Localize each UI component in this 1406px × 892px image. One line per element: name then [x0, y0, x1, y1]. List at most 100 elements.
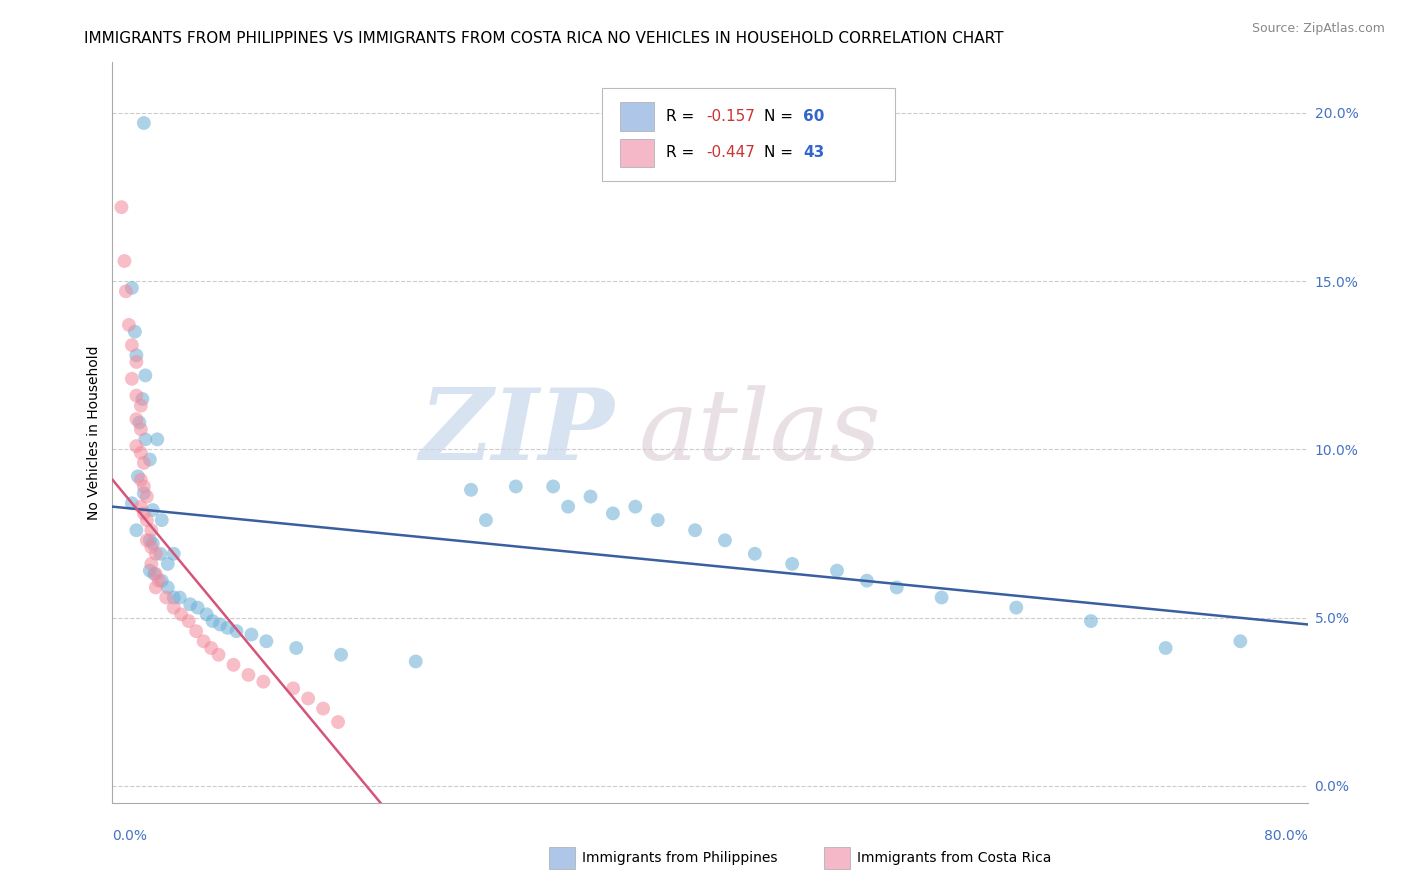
Point — [129, 399, 152, 413]
Point — [135, 490, 157, 504]
Point — [128, 416, 150, 430]
Point — [222, 657, 245, 672]
Point — [124, 325, 146, 339]
Point — [134, 368, 156, 383]
Point — [179, 597, 201, 611]
Point — [121, 496, 143, 510]
Point — [825, 564, 848, 578]
Point — [142, 536, 165, 550]
Point — [505, 479, 527, 493]
Text: -0.447: -0.447 — [706, 145, 755, 161]
Point — [195, 607, 218, 622]
Point — [326, 714, 349, 729]
Point — [163, 600, 186, 615]
Point — [129, 422, 152, 436]
Point — [149, 547, 172, 561]
Point — [125, 348, 148, 362]
Point — [118, 318, 141, 332]
Point — [132, 456, 155, 470]
Point — [170, 607, 193, 622]
Point — [193, 634, 215, 648]
Point — [125, 388, 148, 402]
Point — [856, 574, 879, 588]
FancyBboxPatch shape — [548, 847, 575, 870]
Point — [121, 338, 143, 352]
Point — [110, 200, 132, 214]
Text: -0.157: -0.157 — [706, 109, 755, 124]
Text: R =: R = — [666, 145, 699, 161]
Point — [155, 591, 177, 605]
Text: 80.0%: 80.0% — [1264, 829, 1308, 843]
Text: IMMIGRANTS FROM PHILIPPINES VS IMMIGRANTS FROM COSTA RICA NO VEHICLES IN HOUSEHO: IMMIGRANTS FROM PHILIPPINES VS IMMIGRANT… — [84, 31, 1004, 46]
Point — [541, 479, 564, 493]
Point — [187, 600, 209, 615]
Point — [129, 446, 152, 460]
Point — [115, 285, 138, 299]
FancyBboxPatch shape — [620, 138, 654, 167]
Point — [312, 701, 335, 715]
Point — [125, 412, 148, 426]
Point — [139, 564, 162, 578]
Point — [557, 500, 579, 514]
Point — [225, 624, 247, 639]
Point — [125, 439, 148, 453]
Point — [1229, 634, 1251, 648]
Text: 60: 60 — [803, 109, 825, 124]
Point — [252, 674, 274, 689]
Point — [209, 617, 232, 632]
Point — [132, 486, 155, 500]
Point — [134, 433, 156, 447]
FancyBboxPatch shape — [603, 88, 896, 181]
Point — [602, 507, 624, 521]
Text: 0.0%: 0.0% — [112, 829, 148, 843]
Point — [780, 557, 803, 571]
Point — [285, 640, 308, 655]
Point — [146, 433, 169, 447]
Point — [150, 513, 173, 527]
FancyBboxPatch shape — [620, 103, 654, 130]
Text: ZIP: ZIP — [419, 384, 614, 481]
Point — [1005, 600, 1028, 615]
Point — [714, 533, 737, 548]
Point — [283, 681, 305, 696]
Text: atlas: atlas — [638, 385, 882, 480]
Point — [114, 254, 135, 268]
Point — [169, 591, 191, 605]
Point — [121, 281, 143, 295]
Point — [886, 581, 908, 595]
Point — [1154, 640, 1177, 655]
Point — [129, 473, 152, 487]
Y-axis label: No Vehicles in Household: No Vehicles in Household — [87, 345, 101, 520]
Point — [125, 523, 148, 537]
Point — [127, 469, 149, 483]
Point — [624, 500, 647, 514]
Point — [121, 372, 143, 386]
Point — [683, 523, 706, 537]
Point — [207, 648, 229, 662]
Point — [135, 513, 157, 527]
Point — [254, 634, 277, 648]
Point — [139, 533, 162, 548]
Text: R =: R = — [666, 109, 699, 124]
Point — [132, 116, 155, 130]
Point — [132, 479, 155, 493]
Point — [141, 523, 163, 537]
Text: Source: ZipAtlas.com: Source: ZipAtlas.com — [1251, 22, 1385, 36]
Point — [156, 557, 179, 571]
Point — [405, 655, 427, 669]
Point — [135, 533, 157, 548]
Text: N =: N = — [763, 109, 797, 124]
Point — [238, 668, 260, 682]
Point — [145, 581, 167, 595]
Point — [145, 566, 167, 581]
Point — [647, 513, 669, 527]
Point — [148, 574, 170, 588]
Point — [132, 507, 155, 521]
Point — [330, 648, 353, 662]
Text: N =: N = — [763, 145, 797, 161]
Point — [145, 547, 167, 561]
Point — [240, 627, 263, 641]
Point — [150, 574, 173, 588]
Point — [142, 503, 165, 517]
Point — [201, 614, 224, 628]
